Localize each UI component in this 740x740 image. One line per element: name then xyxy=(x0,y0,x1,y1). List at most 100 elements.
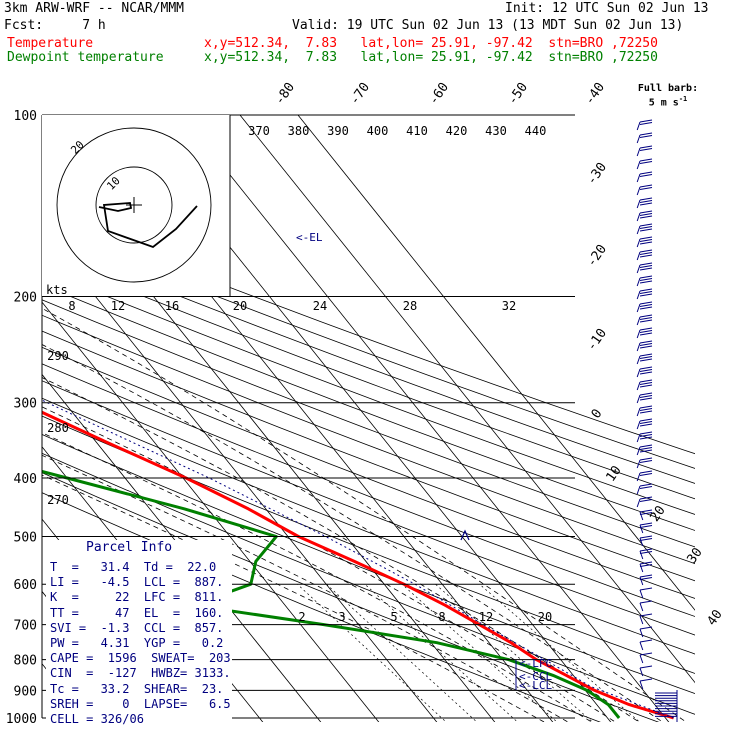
theta-label: 440 xyxy=(525,124,547,138)
wind-barb-flag xyxy=(639,496,653,500)
temperature-label: -70 xyxy=(347,80,373,108)
wind-barb-flag xyxy=(639,431,653,435)
pressure-label: 600 xyxy=(14,578,37,593)
dry-adiabat-line xyxy=(42,472,660,722)
pressure-label: 500 xyxy=(14,530,37,545)
wind-barb xyxy=(636,470,653,482)
wind-barb-shaft xyxy=(636,498,641,508)
wind-barb-shaft xyxy=(636,407,641,417)
wind-barb-shaft xyxy=(636,303,641,313)
temperature-label: 0 xyxy=(589,406,606,421)
temperature-label: -80 xyxy=(272,80,298,108)
wind-barb xyxy=(636,119,653,131)
theta-label: 380 xyxy=(288,124,310,138)
wind-barb xyxy=(639,535,653,547)
wind-barb-flag xyxy=(639,470,653,474)
hodograph-ring xyxy=(95,166,173,244)
parcel-info-row: LI = -4.5 LCL = 887. xyxy=(50,575,224,590)
wind-barb-shaft xyxy=(636,173,641,183)
isotherm-line xyxy=(181,115,670,722)
dry-adiabat-line xyxy=(42,299,695,548)
temperature-label: -60 xyxy=(426,80,452,108)
wind-barb-flag xyxy=(639,293,653,297)
wind-barb-flag xyxy=(639,291,653,294)
wind-barb xyxy=(639,600,653,612)
parcel-info-row: K = 22 LFC = 811. xyxy=(50,590,224,605)
wind-barb-flag xyxy=(639,197,653,201)
wind-barb-flag xyxy=(639,239,653,242)
wind-barb-shaft xyxy=(639,641,644,651)
mixing-ratio-label: 2 xyxy=(298,610,305,624)
theta-label: 370 xyxy=(248,124,270,138)
wind-barb-shaft xyxy=(639,550,644,560)
wind-barb-flag xyxy=(639,223,653,227)
wind-barb-flag xyxy=(639,652,653,656)
wind-barb-flag xyxy=(639,213,653,216)
moist-adiabat-line xyxy=(42,432,593,722)
hodograph-speed-label: 28 xyxy=(403,299,417,313)
temperature-label: 40 xyxy=(704,607,725,628)
pressure-label: 300 xyxy=(14,397,37,412)
wind-barb-flag xyxy=(639,436,653,440)
wind-barb-flag xyxy=(639,408,653,411)
wind-barb xyxy=(639,665,653,677)
dewpoint-location: x,y=512.34, 7.83 lat,lon= 25.91, -97.42 … xyxy=(204,50,658,65)
theta-left-label: 290 xyxy=(47,349,69,363)
wind-barb-shaft xyxy=(639,511,644,521)
full-barb-speed: 5 m s xyxy=(648,97,679,109)
temperature-legend: Temperature xyxy=(7,36,94,51)
wind-barb-flag xyxy=(639,226,653,229)
wind-barb xyxy=(636,353,653,365)
wind-barb-flag xyxy=(639,343,653,346)
wind-barb-shaft xyxy=(636,264,641,274)
temperature-profile xyxy=(42,410,675,720)
wind-barb-flag xyxy=(639,561,653,565)
wind-barb-shaft xyxy=(636,121,641,131)
wind-barb-shaft xyxy=(639,576,644,586)
wind-barb xyxy=(636,392,653,404)
temperature-label: -50 xyxy=(505,80,531,108)
wind-barb xyxy=(639,587,653,599)
wind-barb-flag xyxy=(639,499,653,502)
isotherm-line xyxy=(42,373,322,722)
mixing-ratio-label: 3 xyxy=(338,610,345,624)
wind-barb xyxy=(636,249,653,261)
wind-barb-shaft xyxy=(636,381,641,391)
moist-adiabat-line xyxy=(42,344,664,722)
hodograph-speed-label: 24 xyxy=(313,299,327,313)
wind-barb-flag xyxy=(639,639,653,643)
wind-barb xyxy=(639,652,653,664)
wind-barb xyxy=(636,496,653,508)
temperature-label: 10 xyxy=(603,463,624,484)
wind-barb-shaft xyxy=(639,537,644,547)
parcel-info-row: TT = 47 EL = 160. xyxy=(50,605,224,620)
hodograph-speed-label: 32 xyxy=(502,299,516,313)
wind-barb-flag xyxy=(639,187,653,190)
wind-barb-flag xyxy=(639,665,653,669)
wind-barb-flag xyxy=(639,551,653,554)
wind-barb-flag xyxy=(639,449,653,453)
model-title: 3km ARW-WRF -- NCAR/MMM xyxy=(4,1,185,16)
wind-barb-flag xyxy=(639,379,653,383)
pressure-label: 700 xyxy=(14,619,37,634)
wind-barb-flag xyxy=(639,371,653,375)
wind-barb-flag xyxy=(639,538,653,541)
dry-adiabat-line xyxy=(42,213,695,455)
wind-barb-flag xyxy=(639,135,653,138)
mixing-ratio-label: 12 xyxy=(479,610,493,624)
wind-barb xyxy=(639,678,653,690)
theta-left-label: 280 xyxy=(47,421,69,435)
wind-barb xyxy=(636,340,653,352)
wind-barb-flag xyxy=(639,486,653,489)
el-label: <-EL xyxy=(296,231,323,244)
wind-barb-flag xyxy=(639,457,653,461)
wind-barb-flag xyxy=(639,210,653,214)
wind-barb-flag xyxy=(639,200,653,203)
wind-barb-shaft xyxy=(636,290,641,300)
hodograph-speed-label: 12 xyxy=(111,299,125,313)
wind-barb xyxy=(636,158,653,170)
wind-barb xyxy=(636,418,653,430)
wind-barb-shaft xyxy=(639,524,644,534)
wind-barb-shaft xyxy=(636,238,641,248)
wind-barb-shaft xyxy=(636,420,641,430)
